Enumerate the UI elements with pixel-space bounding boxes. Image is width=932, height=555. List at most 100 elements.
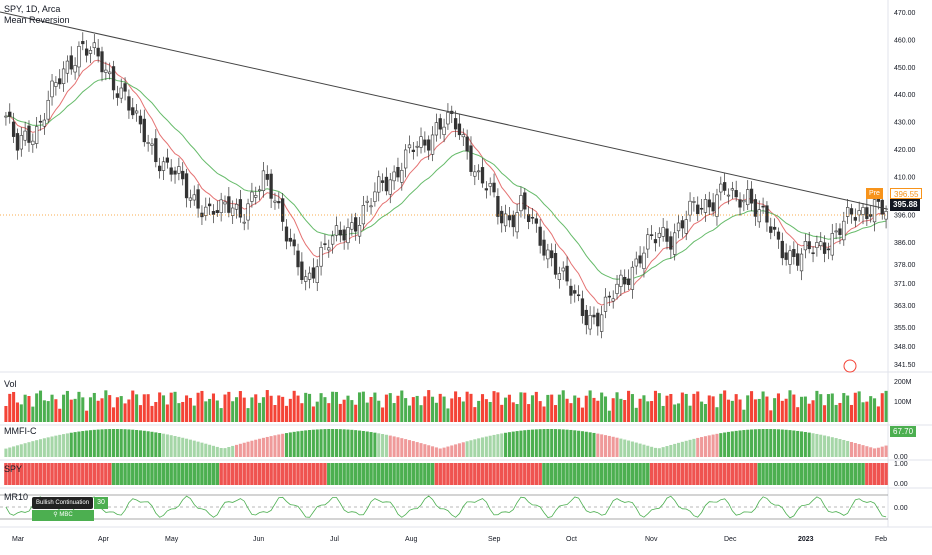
mmfi-bar <box>765 429 769 457</box>
mbc-badge[interactable]: ⚲ MBC <box>32 510 94 521</box>
volume-bar <box>653 390 658 422</box>
volume-bar <box>573 395 577 422</box>
mmfi-bar <box>323 429 327 457</box>
candle-body <box>630 266 635 290</box>
volume-bar <box>269 395 273 422</box>
volume-bar <box>611 398 615 422</box>
candle-body <box>576 294 581 297</box>
vol-label: Vol <box>4 379 17 389</box>
spy-bar <box>300 463 304 485</box>
volume-bar <box>765 396 769 422</box>
mmfi-bar <box>830 437 834 457</box>
candle-body <box>411 149 415 152</box>
spy-bar <box>138 463 143 485</box>
candle-body <box>31 140 35 145</box>
volume-bar <box>857 391 861 422</box>
candle-body <box>461 134 465 138</box>
candle-body <box>780 240 784 259</box>
volume-bar <box>327 403 331 422</box>
candle-body <box>384 176 389 192</box>
mmfi-bar <box>630 441 634 457</box>
volume-bar <box>676 403 681 422</box>
mmfi-bar <box>519 430 523 457</box>
spy-bar <box>511 463 515 485</box>
mmfi-bar <box>427 445 431 457</box>
volume-bar <box>557 394 561 422</box>
candle-body <box>684 219 688 234</box>
mmfi-bar <box>223 448 227 457</box>
candle-body <box>138 115 143 125</box>
candle-body <box>238 199 243 218</box>
candle-body <box>254 195 258 198</box>
trend-line <box>0 11 889 210</box>
mmfi-bar <box>619 438 623 457</box>
spy-bar <box>807 463 811 485</box>
spy-bar <box>861 463 865 485</box>
volume-bar <box>669 393 673 422</box>
mmfi-bar <box>473 439 477 457</box>
spy-bar <box>707 463 712 485</box>
spy-bar <box>715 463 719 485</box>
mmfi-bar <box>753 429 757 457</box>
time-tick-label: May <box>165 536 179 543</box>
spy-bar <box>223 463 227 485</box>
mmfi-bar <box>684 440 688 457</box>
mmfi-bar <box>757 429 761 457</box>
candle-body <box>438 118 442 130</box>
mmfi-bar <box>880 446 884 457</box>
candle-body <box>142 118 146 143</box>
candle-body <box>676 222 681 232</box>
volume-bar <box>726 399 731 422</box>
candle-body <box>869 214 873 217</box>
ema-slow-line <box>5 77 887 281</box>
mmfi-bar <box>62 434 66 457</box>
mmfi-bar <box>561 429 565 457</box>
spy-bar <box>361 463 366 485</box>
spy-bar <box>234 463 239 485</box>
mmfi-bar <box>288 432 292 457</box>
mmfi-bar <box>592 432 596 457</box>
mmfi-bar <box>196 441 200 457</box>
candle-body <box>673 232 677 255</box>
spy-bar <box>115 463 120 485</box>
spy-bar <box>273 463 277 485</box>
spy-bar <box>73 463 77 485</box>
candle-body <box>4 115 8 118</box>
volume-bar <box>112 407 116 422</box>
volume-bar <box>369 396 373 422</box>
spy-bar <box>584 463 589 485</box>
volume-bar <box>861 402 865 422</box>
volume-bar <box>730 400 734 422</box>
mmfi-bar <box>730 431 734 457</box>
candle-body <box>281 198 285 222</box>
candle-body <box>703 199 708 213</box>
volume-bar <box>815 390 819 422</box>
candle-body <box>27 125 31 143</box>
candle-body <box>415 145 419 148</box>
candle-body <box>115 93 120 98</box>
candle-body <box>261 170 266 192</box>
mmfi-bar <box>123 429 127 457</box>
mmfi-bar <box>231 445 235 457</box>
volume-bar <box>780 400 784 422</box>
spy-bar <box>672 463 677 485</box>
candle-body <box>423 139 427 146</box>
mmfi-bar <box>169 435 173 457</box>
spy-bar <box>503 463 508 485</box>
spy-bar <box>622 463 627 485</box>
mmfi-bar <box>119 429 123 457</box>
spy-bar <box>177 463 181 485</box>
candle-body <box>665 228 669 242</box>
spy-bar <box>757 463 761 485</box>
mmfi-bar <box>138 430 142 457</box>
volume-bar <box>600 392 604 422</box>
volume-bar <box>646 401 650 422</box>
spy-bar <box>519 463 523 485</box>
volume-bar <box>446 408 450 422</box>
candle-body <box>592 314 596 318</box>
volume-bar <box>776 393 780 422</box>
bullish-badge[interactable]: Bullish Continuation <box>32 497 94 509</box>
mmfi-bar <box>676 442 681 457</box>
volume-bar <box>419 405 423 422</box>
